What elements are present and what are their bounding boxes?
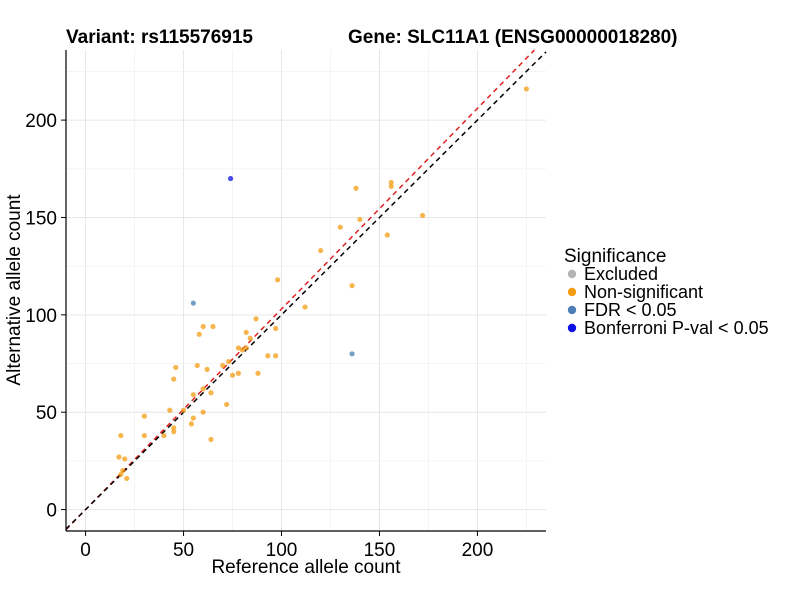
point-non-significant	[274, 277, 281, 283]
point-non-significant	[265, 353, 271, 359]
point-non-significant	[302, 304, 308, 310]
data-points	[116, 86, 530, 482]
point-non-significant	[194, 362, 200, 369]
legend-label-non-significant: Non-significant	[584, 282, 703, 302]
legend-label-bonferroni-p-val-0-05: Bonferroni P-val < 0.05	[584, 318, 769, 338]
point-non-significant	[118, 471, 124, 478]
point-non-significant	[141, 432, 147, 439]
point-non-significant	[349, 283, 355, 289]
x-tick-label: 200	[462, 540, 494, 561]
point-non-significant	[353, 185, 359, 191]
point-non-significant	[188, 421, 194, 427]
legend-label-fdr-0-05: FDR < 0.05	[584, 300, 677, 320]
point-non-significant	[273, 353, 279, 359]
point-non-significant	[122, 456, 128, 462]
point-non-significant	[173, 364, 179, 371]
point-non-significant	[210, 323, 216, 330]
point-non-significant	[116, 454, 122, 460]
point-non-significant	[523, 86, 530, 92]
point-bonferroni-p-val-0-05	[227, 175, 234, 182]
point-non-significant	[243, 345, 249, 351]
grid-layer	[66, 50, 546, 531]
y-tick-label: 150	[25, 208, 57, 229]
point-non-significant	[357, 216, 363, 223]
point-non-significant	[208, 436, 214, 443]
point-non-significant	[120, 468, 126, 474]
point-non-significant	[124, 475, 130, 482]
point-non-significant	[388, 183, 394, 189]
black-diagonal-line	[65, 51, 547, 530]
point-non-significant	[161, 432, 167, 439]
y-tick-label: 100	[25, 306, 57, 327]
point-non-significant	[118, 432, 124, 439]
legend-key-fdr-0-05	[567, 305, 577, 315]
point-non-significant	[208, 390, 214, 396]
y-axis-label: Alternative allele count	[4, 194, 25, 386]
axes	[65, 50, 546, 532]
title-variant: Variant: rs115576915	[66, 27, 253, 48]
x-tick-label: 0	[80, 540, 91, 561]
point-non-significant	[167, 407, 173, 413]
point-non-significant	[235, 370, 242, 376]
point-non-significant	[180, 407, 187, 413]
point-non-significant	[196, 331, 202, 337]
point-non-significant	[141, 413, 147, 419]
point-non-significant	[239, 347, 245, 353]
legend-key-non-significant	[567, 287, 577, 297]
y-tick-label: 200	[25, 111, 57, 132]
point-fdr-0-05	[349, 351, 355, 357]
reference-lines	[65, 49, 547, 531]
legend-label-excluded: Excluded	[584, 264, 658, 284]
legend-key-excluded	[567, 269, 577, 279]
point-non-significant	[384, 232, 390, 238]
red-diagonal-line	[65, 49, 536, 531]
point-non-significant	[273, 325, 279, 332]
point-non-significant	[318, 247, 324, 254]
point-non-significant	[253, 316, 259, 322]
point-non-significant	[226, 358, 232, 365]
point-non-significant	[255, 370, 261, 376]
point-non-significant	[220, 362, 226, 369]
point-non-significant	[200, 323, 206, 330]
point-non-significant	[243, 329, 249, 335]
title-gene: Gene: SLC11A1 (ENSG00000018280)	[348, 27, 678, 48]
x-tick-label: 100	[266, 540, 298, 561]
point-non-significant	[229, 372, 236, 378]
point-non-significant	[247, 335, 253, 341]
y-tick-label: 0	[46, 501, 57, 522]
point-non-significant	[171, 425, 177, 431]
ticks: 0 50 100 150 200 0 50 100 150 200	[25, 111, 493, 561]
y-tick-label: 50	[36, 403, 57, 424]
point-non-significant	[388, 179, 394, 186]
point-non-significant	[204, 366, 210, 372]
point-non-significant	[171, 376, 177, 382]
point-fdr-0-05	[190, 300, 196, 306]
point-non-significant	[224, 401, 230, 408]
point-non-significant	[200, 409, 206, 415]
point-non-significant	[190, 415, 196, 421]
point-non-significant	[337, 224, 343, 230]
legend-key-bonferroni-p-val-0-05	[567, 323, 577, 333]
point-non-significant	[235, 345, 242, 351]
point-non-significant	[200, 386, 206, 392]
point-non-significant	[190, 392, 196, 398]
x-tick-label: 50	[173, 540, 194, 561]
point-non-significant	[419, 212, 426, 219]
legend: Significance ExcludedNon-significantFDR …	[564, 246, 769, 338]
x-tick-label: 150	[364, 540, 396, 561]
x-axis-label: Reference allele count	[211, 557, 401, 578]
legend-title: Significance	[564, 246, 666, 267]
point-non-significant	[171, 429, 177, 435]
